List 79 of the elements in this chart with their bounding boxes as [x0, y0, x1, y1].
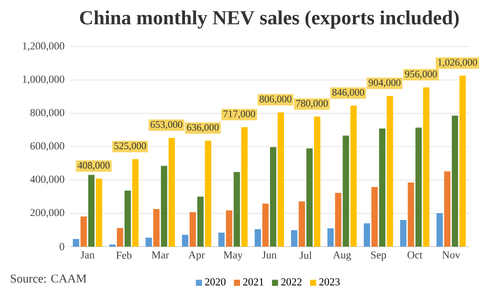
legend-label: 2021: [243, 278, 264, 286]
data-label: 408,000: [78, 162, 110, 170]
x-tick-label: Nov: [442, 251, 460, 258]
bar: [88, 174, 95, 247]
bar: [226, 210, 232, 247]
bar: [132, 159, 139, 247]
data-label: 904,000: [368, 79, 400, 88]
bar: [168, 138, 175, 247]
x-tick-label: Feb: [116, 251, 132, 259]
x-tick-label: Apr: [188, 251, 205, 261]
bar: [298, 201, 306, 247]
bar: [350, 106, 357, 247]
bar: [291, 230, 298, 247]
bar: [116, 228, 124, 247]
bar: [109, 244, 116, 247]
bar: [197, 196, 204, 247]
bar: [371, 186, 378, 247]
x-tick-label: Jun: [262, 251, 277, 258]
bar: [241, 127, 248, 247]
x-tick-label: May: [224, 251, 243, 261]
x-tick-label: Mar: [152, 251, 170, 258]
data-label: 806,000: [260, 96, 292, 104]
legend-label: 2023: [319, 278, 340, 286]
data-label: 653,000: [150, 121, 182, 130]
data-label: 525,000: [114, 142, 146, 151]
data-label: 956,000: [405, 70, 437, 79]
bar: [190, 212, 196, 247]
bar: [234, 172, 240, 247]
bar: [423, 87, 430, 247]
bar: [444, 171, 450, 247]
bar: [204, 140, 212, 247]
y-tick-label: 200,000: [30, 208, 64, 218]
data-label: 1,026,000: [438, 58, 477, 68]
bar: [327, 228, 334, 247]
bar: [96, 178, 102, 247]
y-tick-label: 400,000: [30, 176, 64, 184]
y-tick-label: 600,000: [30, 142, 64, 152]
bar: [415, 128, 422, 247]
bar: [379, 128, 386, 247]
y-tick-label: 1,000,000: [22, 76, 64, 84]
x-tick-label: Jul: [300, 251, 312, 259]
data-label: 846,000: [332, 88, 364, 98]
legend-label: 2022: [281, 278, 302, 286]
bar: [400, 220, 406, 247]
bar: [306, 148, 313, 247]
x-tick-label: Oct: [408, 251, 422, 259]
bar: [218, 232, 225, 247]
bar: [436, 213, 443, 247]
y-tick-label: 1,200,000: [22, 42, 64, 52]
bar: [160, 166, 168, 247]
x-tick-label: Jan: [80, 251, 94, 258]
data-label: 717,000: [224, 110, 256, 119]
bar: [80, 216, 87, 247]
chart-title: China monthly NEV sales (exports included): [80, 10, 459, 29]
bar: [270, 147, 276, 247]
bar: [153, 208, 160, 247]
bar: [459, 76, 466, 247]
legend-label: 2020: [205, 278, 226, 286]
bar: [262, 204, 269, 247]
source-note: Source: CAAM: [10, 274, 86, 283]
bar: [386, 96, 394, 247]
y-tick-label: 0: [60, 243, 64, 250]
bar: [72, 238, 80, 247]
bar: [124, 190, 131, 247]
bar: [342, 136, 350, 247]
bar: [182, 234, 188, 247]
x-tick-label: Sep: [371, 251, 386, 261]
x-tick-label: Aug: [332, 251, 352, 261]
bar: [314, 116, 320, 247]
bar: [408, 182, 414, 247]
data-label: 780,000: [296, 100, 328, 108]
bar: [254, 229, 262, 247]
bar: [364, 223, 370, 247]
bar: [278, 112, 284, 247]
y-tick-label: 800,000: [30, 108, 64, 118]
data-label: 636,000: [187, 124, 219, 132]
bar: [452, 116, 458, 247]
bar: [146, 238, 152, 247]
bar: [335, 192, 342, 247]
